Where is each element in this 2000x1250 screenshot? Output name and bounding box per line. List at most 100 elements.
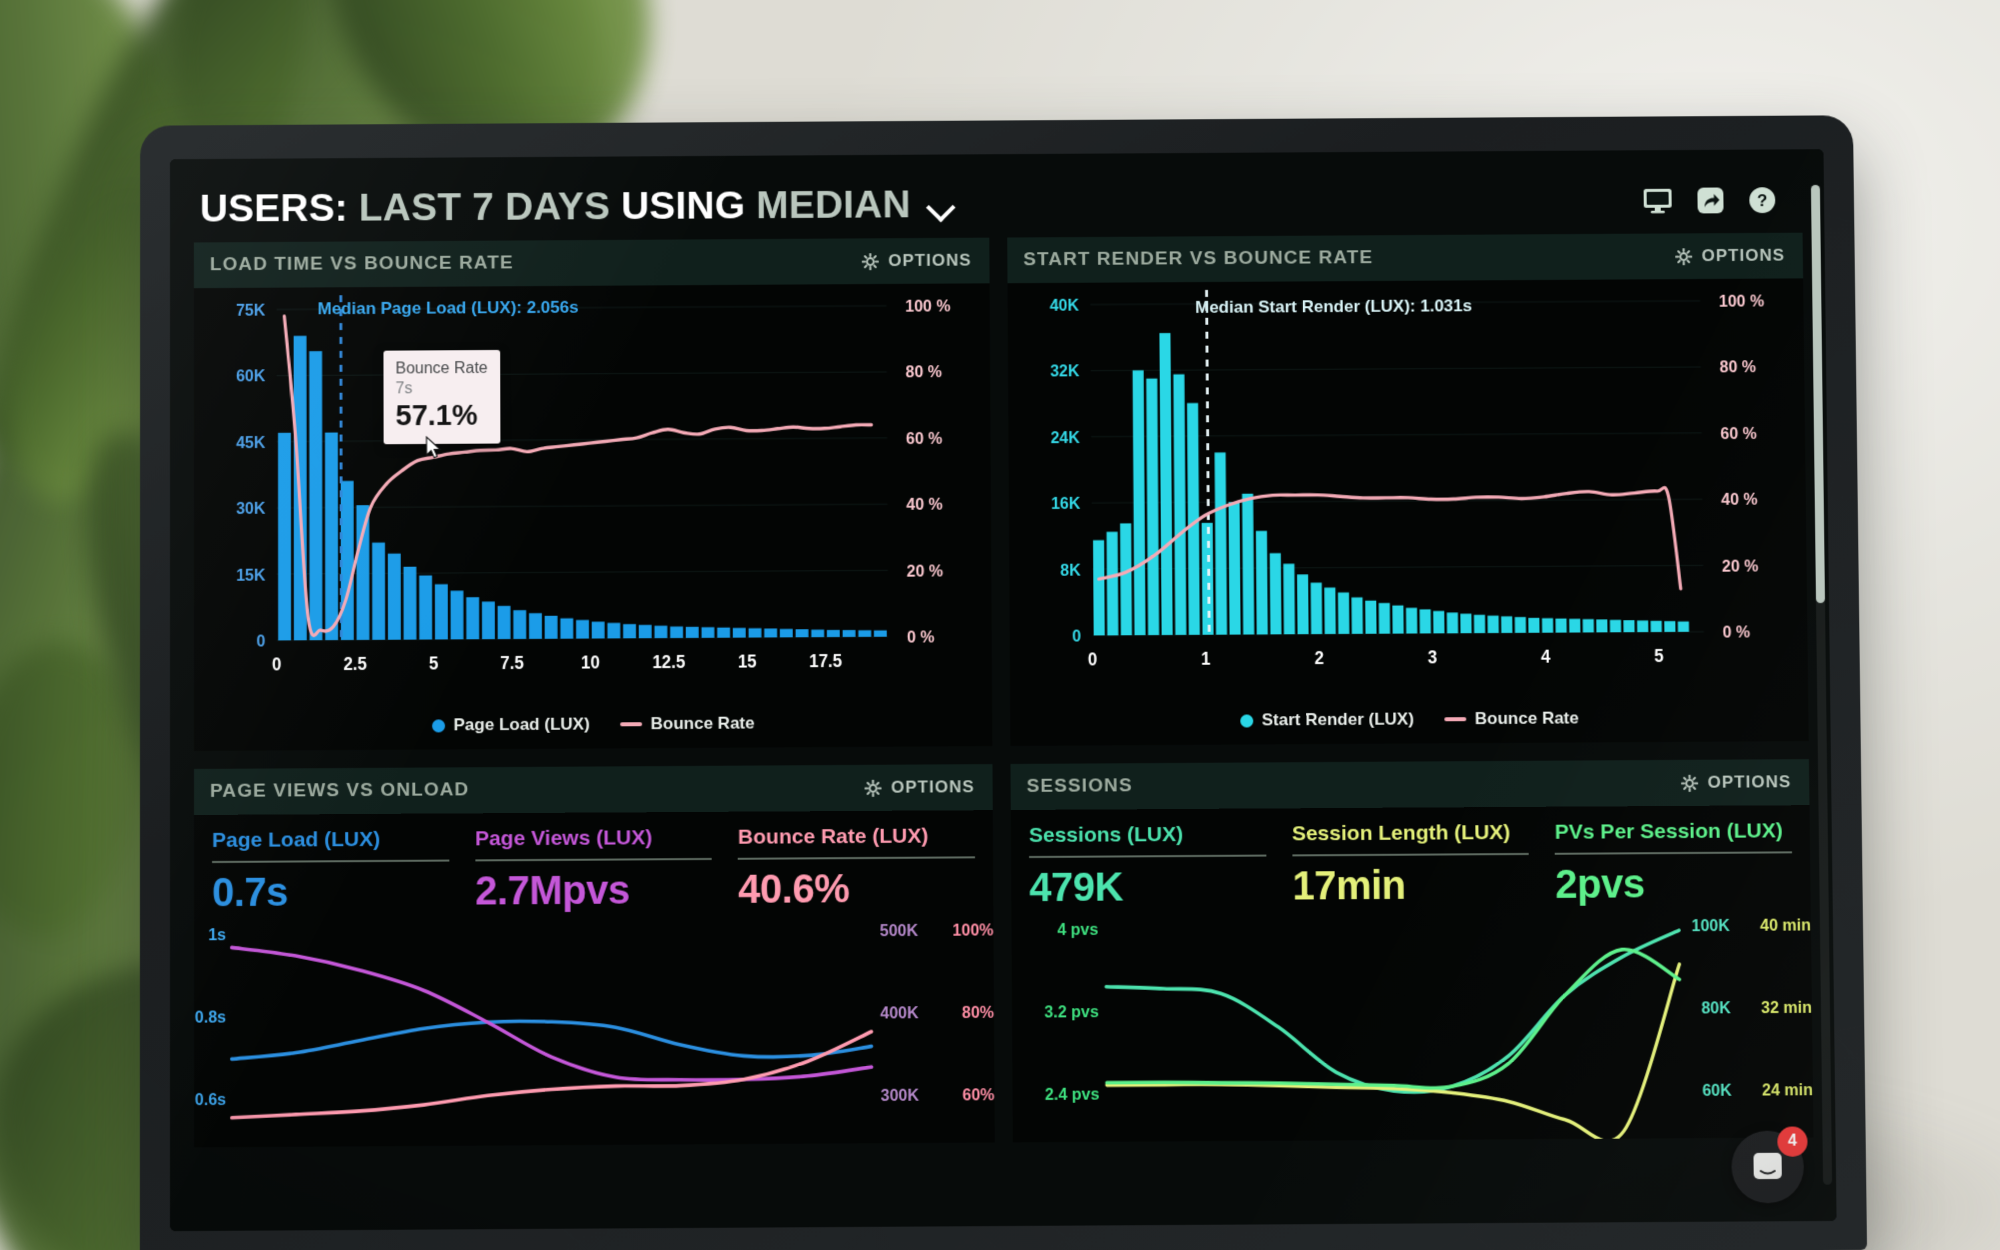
gear-icon xyxy=(864,779,882,796)
panel-title: LOAD TIME VS BOUNCE RATE xyxy=(209,252,514,276)
panel-body: Sessions (LUX) 479K Session Length (LUX)… xyxy=(1010,805,1814,1185)
metric-bounce-rate[interactable]: Bounce Rate (LUX) 40.6% xyxy=(738,824,976,913)
legend-line-icon xyxy=(1443,717,1466,722)
metric-sessions[interactable]: Sessions (LUX) 479K xyxy=(1029,822,1267,911)
tooltip-value: 57.1% xyxy=(395,399,478,433)
svg-text:40K: 40K xyxy=(1050,296,1079,315)
metric-pvs-per-session[interactable]: PVs Per Session (LUX) 2pvs xyxy=(1555,819,1793,908)
chart-start-render-vs-bounce-rate[interactable]: 0 8K 16K 24K 32K 40K 0 % 20 % 40 % 60 % 80 % 100 % 0… xyxy=(1008,278,1809,702)
metric-rule xyxy=(475,857,713,862)
legend-item[interactable]: Bounce Rate xyxy=(1443,708,1579,729)
metric-value: 2pvs xyxy=(1555,862,1645,907)
panel-load-time-vs-bounce-rate: LOAD TIME VS BOUNCE RATE xyxy=(193,237,993,751)
svg-text:10: 10 xyxy=(581,652,600,673)
laptop-device: USERS: LAST 7 DAYS USING MEDIAN xyxy=(139,115,1868,1250)
options-label: OPTIONS xyxy=(890,777,975,797)
gear-icon xyxy=(862,253,879,270)
panel-sessions: SESSIONS OPTIONS xyxy=(1010,759,1814,1185)
legend-label: Page Load (LUX) xyxy=(453,714,590,735)
svg-text:0: 0 xyxy=(1088,649,1098,670)
metric-session-length[interactable]: Session Length (LUX) 17min xyxy=(1292,821,1530,910)
metric-rule xyxy=(1292,852,1530,857)
legend-item[interactable]: Page Load (LUX) xyxy=(431,714,590,736)
svg-text:12.5: 12.5 xyxy=(652,651,685,672)
svg-text:100 %: 100 % xyxy=(905,297,951,316)
chart-canvas: 0 15K 30K 45K 60K 75K 0 % 20 % 40 % 60 % 80 % 100 %… xyxy=(236,296,951,675)
svg-text:4: 4 xyxy=(1541,646,1551,667)
gear-icon xyxy=(1681,774,1698,791)
page-title: USERS: LAST 7 DAYS USING MEDIAN xyxy=(200,183,954,231)
options-label: OPTIONS xyxy=(1701,245,1785,266)
metric-label: Page Views (LUX) xyxy=(474,826,653,851)
svg-text:20 %: 20 % xyxy=(1722,557,1759,576)
svg-text:3.2 pvs: 3.2 pvs xyxy=(1044,1003,1098,1022)
chart-canvas: 1s0.8s0.6s0.4s500K400K300K200K100%80%60%… xyxy=(195,921,995,1190)
legend-dot-icon xyxy=(431,718,445,732)
legend-item[interactable]: Bounce Rate xyxy=(619,713,755,735)
intercom-launcher[interactable]: 4 xyxy=(1731,1126,1808,1204)
svg-text:400K: 400K xyxy=(880,1004,919,1023)
page-title-metric: MEDIAN xyxy=(756,183,911,228)
help-icon[interactable]: ? xyxy=(1748,186,1776,214)
monitor-icon[interactable] xyxy=(1643,188,1673,214)
svg-text:0: 0 xyxy=(257,632,266,651)
svg-text:15: 15 xyxy=(738,651,757,672)
svg-text:100 %: 100 % xyxy=(1719,292,1765,311)
svg-text:40 %: 40 % xyxy=(906,495,943,514)
metric-label: Page Load (LUX) xyxy=(212,827,381,852)
svg-text:300K: 300K xyxy=(881,1086,920,1105)
svg-text:8K: 8K xyxy=(1060,561,1081,580)
share-icon[interactable] xyxy=(1696,186,1724,214)
tooltip-title: Bounce Rate xyxy=(395,359,488,378)
panel-page-views-vs-onload: PAGE VIEWS VS ONLOAD xyxy=(193,764,995,1190)
svg-text:15K: 15K xyxy=(236,566,265,585)
svg-text:80 %: 80 % xyxy=(1720,358,1757,377)
metric-page-views[interactable]: Page Views (LUX) 2.7Mpvs xyxy=(474,826,713,915)
metric-rule xyxy=(738,856,976,860)
chart-load-time-vs-bounce-rate[interactable]: 0 15K 30K 45K 60K 75K 0 % 20 % 40 % 60 % 80 % 100 %… xyxy=(194,283,992,707)
metric-rule xyxy=(212,859,450,864)
svg-text:60 %: 60 % xyxy=(906,429,943,448)
legend-item[interactable]: Start Render (LUX) xyxy=(1239,709,1414,730)
median-start-render-annotation: Median Start Render (LUX): 1.031s xyxy=(1195,296,1473,317)
metric-label: Session Length (LUX) xyxy=(1291,820,1511,846)
svg-text:0 %: 0 % xyxy=(907,628,935,647)
legend-label: Bounce Rate xyxy=(650,713,755,734)
svg-text:2: 2 xyxy=(1314,648,1324,669)
svg-text:17.5: 17.5 xyxy=(809,650,842,671)
svg-text:60K: 60K xyxy=(236,367,265,386)
svg-text:2.4 pvs: 2.4 pvs xyxy=(1045,1085,1099,1104)
svg-text:60K: 60K xyxy=(1702,1081,1732,1100)
panel-title: SESSIONS xyxy=(1026,775,1133,797)
metric-page-load[interactable]: Page Load (LUX) 0.7s xyxy=(212,827,450,916)
panel-header: START RENDER VS BOUNCE RATE xyxy=(1007,232,1804,284)
options-button[interactable]: OPTIONS xyxy=(1676,246,1785,267)
chevron-down-icon[interactable] xyxy=(928,192,954,218)
svg-text:32 min: 32 min xyxy=(1761,998,1812,1017)
panel-body: Page Load (LUX) 0.7s Page Views (LUX) 2.… xyxy=(194,810,995,1190)
options-button[interactable]: OPTIONS xyxy=(1681,772,1791,793)
svg-text:45K: 45K xyxy=(236,433,265,452)
svg-text:4 pvs: 4 pvs xyxy=(1057,920,1098,939)
svg-text:0 %: 0 % xyxy=(1723,623,1751,642)
laptop-screen: USERS: LAST 7 DAYS USING MEDIAN xyxy=(169,149,1837,1232)
scrollbar-thumb[interactable] xyxy=(1810,184,1826,604)
svg-text:0.8s: 0.8s xyxy=(195,1008,226,1027)
svg-text:?: ? xyxy=(1757,192,1768,211)
options-button[interactable]: OPTIONS xyxy=(862,250,972,272)
options-button[interactable]: OPTIONS xyxy=(864,777,975,798)
notification-badge: 4 xyxy=(1777,1126,1808,1157)
svg-text:2.5: 2.5 xyxy=(343,653,367,674)
svg-text:0.6s: 0.6s xyxy=(195,1090,226,1109)
bounce-rate-tooltip: Bounce Rate 7s 57.1% xyxy=(383,349,500,445)
median-page-load-annotation: Median Page Load (LUX): 2.056s xyxy=(317,297,579,319)
metric-rule xyxy=(1029,854,1267,859)
svg-text:100%: 100% xyxy=(952,921,993,940)
panel-header: PAGE VIEWS VS ONLOAD xyxy=(193,764,993,816)
topbar-icons: ? xyxy=(1643,186,1795,215)
chart-canvas: 0 8K 16K 24K 32K 40K 0 % 20 % 40 % 60 % 80 % 100 % 0… xyxy=(1050,278,1765,670)
chart-page-views-vs-onload[interactable]: 1s0.8s0.6s0.4s500K400K300K200K100%80%60%… xyxy=(194,911,995,1190)
options-label: OPTIONS xyxy=(888,250,972,271)
svg-text:24 min: 24 min xyxy=(1762,1081,1813,1100)
